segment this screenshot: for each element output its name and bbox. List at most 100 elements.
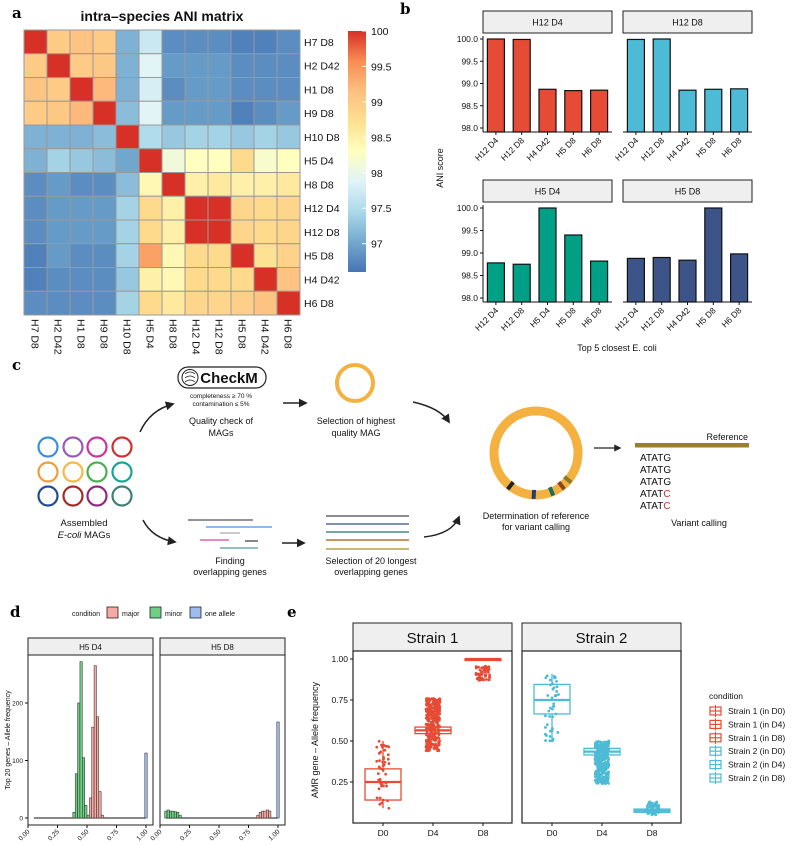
- facet-strip: [521, 622, 682, 652]
- data-point: [551, 687, 555, 691]
- heatmap-cell: [46, 148, 71, 173]
- data-point: [438, 725, 442, 728]
- sequence-prefix: ATAT: [640, 489, 663, 500]
- data-point: [476, 677, 479, 681]
- heatmap-col-label: H5 D8: [236, 319, 248, 349]
- heatmap-cell: [23, 29, 48, 55]
- x-tick-label: H12 D8: [639, 305, 667, 333]
- data-point: [427, 719, 431, 723]
- data-point: [544, 726, 547, 729]
- data-point: [605, 776, 609, 780]
- heatmap-cell: [184, 267, 209, 292]
- boxplot-facets: Strain 1 D0 D4 D8 1.00 0.75 0.50 0.25 Strain 2 D0…: [331, 622, 682, 838]
- legend-label: Strain 1 (in D0): [728, 706, 785, 716]
- sequence-read: ATATG: [640, 477, 671, 488]
- data-point: [425, 699, 429, 703]
- facet-title: H5 D4: [79, 643, 102, 652]
- heatmap-cell: [23, 100, 48, 126]
- heatmap-row-label: H6 D8: [304, 298, 334, 310]
- heatmap-cell: [92, 148, 117, 173]
- data-point: [487, 678, 491, 682]
- sequence-read: ATATC: [640, 501, 671, 512]
- heatmap-cell: [230, 243, 255, 268]
- heatmap-cell: [23, 219, 48, 245]
- x-tick-label: H6 D8: [719, 305, 743, 329]
- data-point: [480, 676, 484, 680]
- heatmap-cell: [184, 290, 209, 316]
- data-point: [606, 752, 610, 756]
- heatmap-cell: [230, 219, 255, 245]
- y-tick-label: 98.0: [461, 293, 478, 303]
- heatmap-cell: [69, 290, 94, 316]
- bar: [678, 259, 697, 303]
- heatmap-cell: [276, 53, 301, 78]
- facet-title: H5 D8: [211, 643, 234, 652]
- finding-label-2: overlapping genes: [193, 567, 267, 577]
- histogram-bar: [74, 773, 78, 819]
- heatmap-cell: [230, 77, 255, 102]
- facet-title: H12 D8: [672, 18, 703, 28]
- data-point: [436, 736, 440, 739]
- mag-circle-icon: [62, 485, 84, 507]
- heatmap-cell: [115, 195, 140, 221]
- heatmap-col-label: H4 D42: [259, 319, 271, 355]
- data-point: [432, 700, 436, 704]
- data-point: [424, 722, 428, 726]
- variant-base: C: [663, 501, 670, 512]
- x-tick-label: H4 D42: [664, 135, 692, 163]
- data-point: [551, 727, 554, 730]
- facet-title: Strain 1: [407, 630, 459, 647]
- data-point: [602, 761, 606, 765]
- histogram-bar: [261, 810, 265, 819]
- data-point: [599, 777, 603, 781]
- mags-text: MAGs: [81, 530, 110, 541]
- data-point: [544, 734, 548, 737]
- x-tick-label: H5 D4: [528, 305, 552, 329]
- bar: [678, 89, 697, 133]
- histogram-bar: [100, 814, 104, 819]
- heatmap-cell: [46, 77, 71, 102]
- heatmap-cell: [92, 124, 117, 150]
- selection-20-label-1: Selection of 20 longest: [325, 556, 417, 566]
- y-tick-label: 100.0: [457, 203, 479, 213]
- heatmap-cell: [161, 243, 186, 268]
- data-point: [607, 782, 610, 785]
- heatmap-cell: [115, 124, 140, 150]
- heatmap-cell: [138, 290, 163, 316]
- data-point: [430, 717, 434, 720]
- heatmap-cell: [230, 195, 255, 221]
- x-tick-label: H12 D8: [639, 135, 667, 163]
- y-tick-label: 98.0: [461, 123, 478, 133]
- heatmap-col-label: H7 D8: [29, 319, 41, 349]
- heatmap-cell: [92, 243, 117, 268]
- histogram-bar: [268, 810, 272, 819]
- plot-panel: [521, 650, 682, 824]
- heatmap-cell: [23, 172, 48, 197]
- x-tick-label: 0.25: [179, 828, 193, 842]
- heatmap-cell: [138, 124, 163, 150]
- data-point: [432, 722, 436, 726]
- y-tick-label: 99.5: [461, 226, 478, 236]
- heatmap-cell: [69, 172, 94, 197]
- heatmap-cell: [276, 219, 301, 245]
- data-point: [377, 787, 381, 791]
- heatmap-cell: [69, 243, 94, 268]
- selection-highest-label-2: quality MAG: [331, 428, 380, 438]
- bar: [564, 234, 583, 303]
- legend-swatch: [149, 606, 162, 619]
- reference-base: G: [663, 477, 671, 488]
- heatmap-cell: [184, 124, 209, 150]
- facet-h5-d4: H5 D4 0.00 0.25 0.50 0.75 1.00 0 100 200: [12, 637, 154, 842]
- data-point: [383, 760, 387, 764]
- data-point: [387, 762, 391, 765]
- data-point: [650, 801, 654, 805]
- heatmap-cell: [92, 219, 117, 245]
- x-tick-label: H12 D4: [473, 135, 501, 163]
- histogram-bar: [176, 812, 180, 819]
- heatmap-cell: [161, 124, 186, 150]
- data-point: [428, 709, 432, 713]
- legend-label: Strain 2 (in D4): [728, 760, 785, 770]
- reference-base: G: [663, 465, 671, 476]
